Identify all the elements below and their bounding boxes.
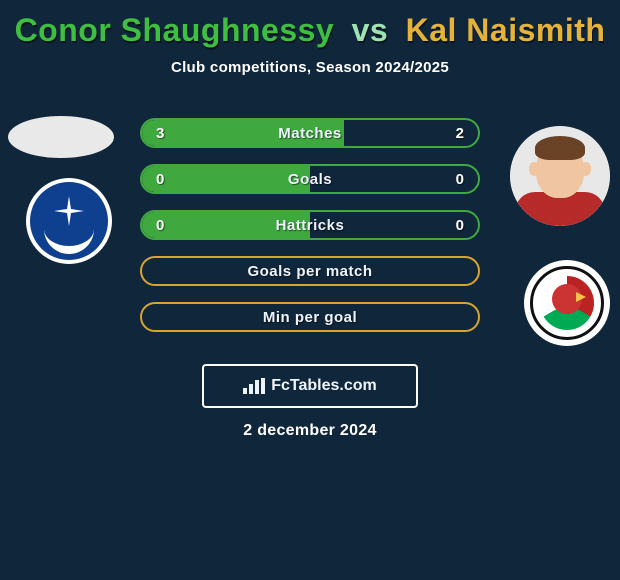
stat-label: Hattricks [142,212,478,238]
stat-bar: Hattricks0 0 [140,210,480,240]
stat-row: Matches3 2 [0,118,620,148]
date-text: 2 december 2024 [0,422,620,440]
title-player-left: Conor Shaughnessy [15,12,335,48]
stat-value-right: 0 [456,212,464,238]
stat-label: Matches [142,120,478,146]
stat-value-right: 2 [456,120,464,146]
stat-label: Goals per match [142,258,478,284]
stat-value-left: 0 [156,212,164,238]
stat-bar: Matches3 2 [140,118,480,148]
stat-bar: Min per goal [140,302,480,332]
stat-rows: Matches32Goals00Hattricks00Goals per mat… [0,118,620,348]
stat-row: Goals0 0 [0,164,620,194]
stat-bar: Goals per match [140,256,480,286]
page-title: Conor Shaughnessy vs Kal Naismith [0,0,620,51]
stat-value-left: 0 [156,166,164,192]
title-vs: vs [352,12,389,48]
stat-row: Min per goal [0,302,620,332]
stat-label: Min per goal [142,304,478,330]
stat-value-right: 0 [456,166,464,192]
subtitle: Club competitions, Season 2024/2025 [0,59,620,76]
bar-chart-icon [243,378,265,394]
stat-label: Goals [142,166,478,192]
title-player-right: Kal Naismith [406,12,606,48]
brand-text: FcTables.com [271,377,377,395]
stat-row: Hattricks0 0 [0,210,620,240]
brand-box: FcTables.com [202,364,418,408]
stat-value-left: 3 [156,120,164,146]
stat-bar: Goals0 0 [140,164,480,194]
stat-row: Goals per match [0,256,620,286]
